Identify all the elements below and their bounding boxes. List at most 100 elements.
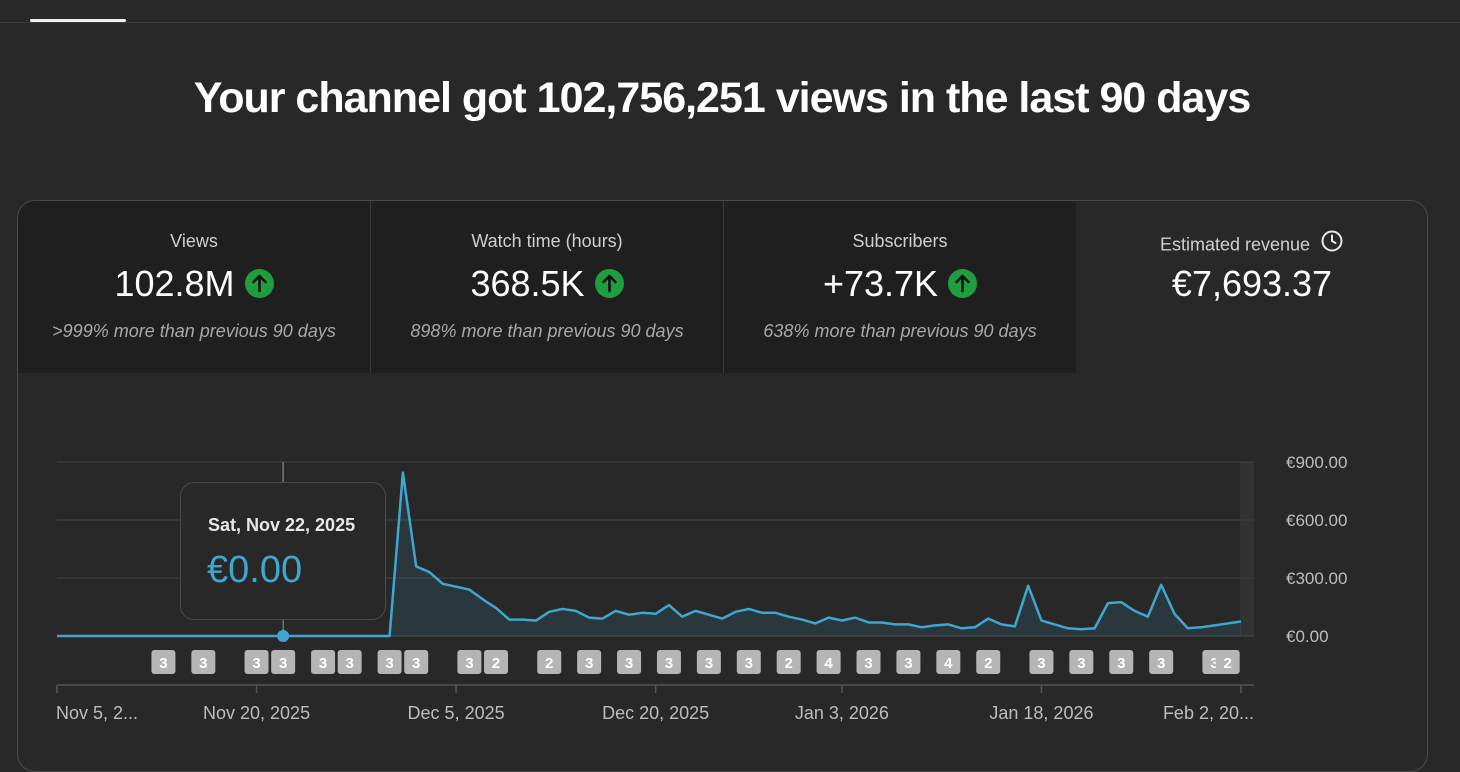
annotation-badge[interactable]: 3 xyxy=(1109,650,1134,674)
annotation-badge-label: 3 xyxy=(1210,655,1218,672)
annotation-badge-box xyxy=(1215,650,1240,674)
annotation-badge-box xyxy=(337,650,362,674)
annotation-badge[interactable]: 3 xyxy=(696,650,721,674)
annotation-badge-box xyxy=(457,650,482,674)
metric-label: Estimated revenue xyxy=(1159,234,1311,255)
annotation-badge-box xyxy=(191,650,216,674)
metric-tabs: Views 102.8M >999% more than previous 90… xyxy=(18,201,1427,373)
annotation-badge-box xyxy=(537,650,562,674)
annotation-badge-label: 3 xyxy=(745,655,753,672)
revenue-chart[interactable]: €0.00 €300.00 €600.00 €900.00 3 3 3 3 3 3 3 3 3 2 2 3 3 3… xyxy=(0,0,1460,752)
annotation-badge-label: 3 xyxy=(904,655,912,672)
annotation-badge[interactable]: 3 xyxy=(244,650,269,674)
y-tick-label: €900.00 xyxy=(1286,453,1347,472)
clock-icon xyxy=(1320,229,1344,258)
annotation-badge-label: 3 xyxy=(665,655,673,672)
annotation-badge-box xyxy=(656,650,681,674)
annotation-badge[interactable]: 3 xyxy=(1149,650,1174,674)
metric-value: +73.7K xyxy=(822,263,939,304)
annotation-badge-box xyxy=(696,650,721,674)
y-tick-label: €300.00 xyxy=(1286,569,1347,588)
annotation-badge[interactable]: 3 xyxy=(617,650,642,674)
annotation-badge-label: 3 xyxy=(319,655,327,672)
annotation-badge[interactable]: 3 xyxy=(151,650,176,674)
annotation-badge-label: 2 xyxy=(545,655,553,672)
annotation-badge-box xyxy=(1109,650,1134,674)
annotation-badge-box xyxy=(1069,650,1094,674)
annotation-badge-label: 3 xyxy=(1077,655,1085,672)
metric-comparison: 638% more than previous 90 days xyxy=(763,321,1037,341)
arrow-up-icon xyxy=(948,268,978,298)
y-tick-label: €0.00 xyxy=(1286,627,1329,646)
annotation-badge-label: 3 xyxy=(1157,655,1165,672)
page-headline: Your channel got 102,756,251 views in th… xyxy=(193,74,1252,122)
annotation-badge-label: 3 xyxy=(585,655,593,672)
annotation-badge-label: 2 xyxy=(785,655,793,672)
annotation-badge[interactable]: 4 xyxy=(816,650,841,674)
annotation-badge[interactable]: 3 xyxy=(736,650,761,674)
annotation-badge-box xyxy=(577,650,602,674)
annotation-badge-box xyxy=(1149,650,1174,674)
annotation-badge[interactable]: 2 xyxy=(976,650,1001,674)
annotation-badge[interactable]: 2 xyxy=(484,650,509,674)
x-tick-label: Nov 5, 2... xyxy=(56,703,138,723)
annotation-badge[interactable]: 3 xyxy=(271,650,296,674)
annotation-badge[interactable]: 3 xyxy=(377,650,402,674)
annotation-badge[interactable]: 3 xyxy=(1069,650,1094,674)
revenue-line xyxy=(57,471,1242,638)
x-tick-label: Nov 20, 2025 xyxy=(203,703,310,723)
annotation-badge[interactable]: 3 xyxy=(404,650,429,674)
annotation-badge[interactable]: 3 xyxy=(1029,650,1054,674)
annotation-badge-label: 3 xyxy=(1037,655,1045,672)
annotation-badge-box xyxy=(311,650,336,674)
metric-tab-watch-time[interactable]: Watch time (hours) 368.5K 898% more than… xyxy=(371,201,723,373)
revenue-area xyxy=(57,472,1241,636)
metric-divider xyxy=(370,201,371,373)
annotation-badge-label: 3 xyxy=(346,655,354,672)
annotation-badge-box xyxy=(976,650,1001,674)
annotation-badge[interactable]: 3 xyxy=(577,650,602,674)
annotation-badge-box xyxy=(377,650,402,674)
annotation-badge-label: 3 xyxy=(385,655,393,672)
annotation-badge-label: 4 xyxy=(944,655,953,672)
annotation-badge-box xyxy=(404,650,429,674)
tab-divider xyxy=(0,22,1460,23)
annotation-badge[interactable]: 3 xyxy=(656,650,681,674)
metric-value-row: 102.8M xyxy=(18,263,370,305)
annotation-badge[interactable]: 2 xyxy=(776,650,801,674)
annotation-badge[interactable]: 4 xyxy=(936,650,961,674)
tooltip-date: Sat, Nov 22, 2025 xyxy=(208,515,356,535)
annotation-badge-box xyxy=(736,650,761,674)
annotation-badge-label: 2 xyxy=(984,655,992,672)
x-tick-label: Jan 3, 2026 xyxy=(795,703,889,723)
metric-value: 368.5K xyxy=(470,263,585,304)
metric-tab-subscribers[interactable]: Subscribers +73.7K 638% more than previo… xyxy=(724,201,1076,373)
tooltip-value: €0.00 xyxy=(207,549,303,591)
annotation-badge[interactable]: 2 xyxy=(1215,650,1240,674)
annotation-badge-label: 3 xyxy=(199,655,207,672)
annotation-badge[interactable]: 3 xyxy=(856,650,881,674)
metric-tab-revenue[interactable]: Estimated revenue €7,693.37 xyxy=(1076,201,1427,373)
annotation-badge[interactable]: 3 xyxy=(311,650,336,674)
annotation-badge[interactable]: 3 xyxy=(896,650,921,674)
annotation-badge-label: 3 xyxy=(159,655,167,672)
x-tick-label: Dec 5, 2025 xyxy=(408,703,505,723)
annotation-badge[interactable]: 3 xyxy=(457,650,482,674)
metric-tab-views[interactable]: Views 102.8M >999% more than previous 90… xyxy=(18,201,370,373)
annotation-badge[interactable]: 2 xyxy=(537,650,562,674)
annotation-badge-label: 4 xyxy=(824,655,833,672)
annotation-badge[interactable]: 3 xyxy=(337,650,362,674)
annotation-badge[interactable]: 3 xyxy=(191,650,216,674)
metric-comparison: >999% more than previous 90 days xyxy=(52,321,336,341)
annotation-badge-box xyxy=(484,650,509,674)
annotation-badge-box xyxy=(151,650,176,674)
metric-label-row: Estimated revenue xyxy=(1076,229,1427,260)
x-tick-label: Jan 18, 2026 xyxy=(989,703,1093,723)
annotation-badge-label: 3 xyxy=(412,655,420,672)
annotation-badge-label: 3 xyxy=(1117,655,1125,672)
x-tick-label: Dec 20, 2025 xyxy=(602,703,709,723)
annotation-badge-label: 3 xyxy=(465,655,473,672)
annotation-badge-label: 2 xyxy=(1224,655,1232,672)
annotation-badge-label: 3 xyxy=(279,655,287,672)
selected-point-marker xyxy=(277,630,290,642)
